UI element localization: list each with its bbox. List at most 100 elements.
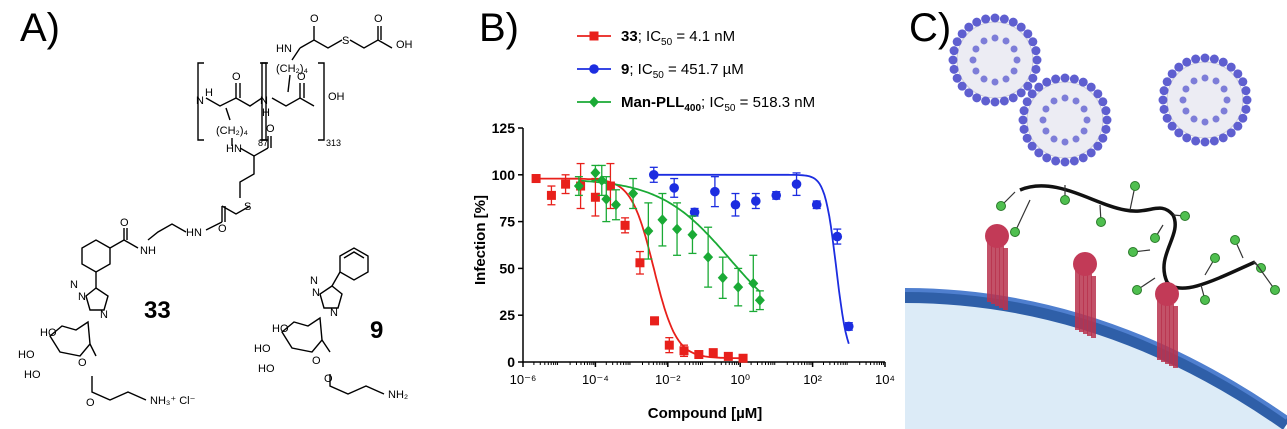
virus-spike <box>957 29 967 39</box>
virus-spike <box>1051 74 1061 84</box>
virus-spike <box>1018 115 1028 125</box>
virus-spike-inner <box>1013 56 1021 64</box>
data-point-33 <box>679 346 689 356</box>
x-tick-label: 10⁻² <box>655 372 681 387</box>
c33-o-amide: O <box>120 217 129 229</box>
virus-spike <box>1200 53 1210 63</box>
virus-body <box>1166 61 1244 139</box>
mannose-ligand <box>1010 227 1020 237</box>
virus-spike <box>1218 57 1228 67</box>
virus-spike <box>1162 113 1172 123</box>
virus-spike-inner <box>1182 85 1190 93</box>
virus-spike <box>1191 136 1201 146</box>
data-point-man-pll <box>628 188 639 200</box>
polymer-h2-label: H <box>262 107 270 119</box>
virus-spike <box>1086 148 1096 158</box>
c9-n3: N <box>330 307 338 319</box>
virus-spike-inner <box>1201 74 1209 82</box>
c33-n1: N <box>78 291 86 303</box>
mannose-ligand <box>1210 253 1220 263</box>
virus-spike-inner <box>980 75 988 83</box>
virus-spike <box>952 73 962 83</box>
mannose-ligand <box>1270 285 1280 295</box>
virus-spike <box>999 14 1009 24</box>
receptor-helix <box>1087 274 1092 336</box>
mannose-ligand <box>996 201 1006 211</box>
mannose-ligand <box>1200 295 1210 305</box>
virus-spike <box>1027 141 1037 151</box>
virus-spike <box>972 17 982 27</box>
c9-o1: O <box>312 355 321 367</box>
panel-a-label: A) <box>20 6 60 50</box>
data-point-man-pll <box>672 223 683 235</box>
virus-spike <box>1209 54 1219 64</box>
mannose-ligands <box>996 181 1280 305</box>
x-tick-label: 10⁻⁶ <box>510 372 537 387</box>
data-point-33 <box>590 192 600 202</box>
polymer-ch2-left: (CH₂)₄ <box>216 125 248 137</box>
legend-label-3: Man-PLL400; IC50 = 518.3 nM <box>621 94 815 114</box>
receptor-helix <box>995 244 1000 306</box>
fit-curve-2 <box>653 173 850 344</box>
linker-o3: O <box>266 123 275 135</box>
virus-spike-inner <box>1080 105 1088 113</box>
ligand-linker <box>1254 261 1276 291</box>
virus-spike <box>1182 57 1192 67</box>
c33-n3: N <box>100 309 108 321</box>
linker-o1: O <box>310 13 319 25</box>
receptor-helix <box>1169 304 1174 366</box>
polymer-chain <box>1019 184 1256 290</box>
virus-spike <box>1031 64 1041 74</box>
virus-spike-inner <box>1190 77 1198 85</box>
virus-spike <box>990 97 1000 107</box>
receptor <box>985 224 1009 310</box>
virus-spike <box>1016 22 1026 32</box>
c9-ho3: HO <box>258 363 275 375</box>
virus-spike-inner <box>1179 96 1187 104</box>
chart-axes: 0 25 50 75 100 125 10⁻⁶ 10⁻⁴ 10⁻² 10⁰ 10² 10⁴ <box>492 120 895 387</box>
c9-ho2: HO <box>254 343 271 355</box>
virus-spike <box>1191 54 1201 64</box>
virus-spike-inner <box>1072 135 1080 143</box>
legend-marker-man-pll <box>589 96 599 108</box>
virus-spike <box>1069 156 1079 166</box>
virus-spike-inner <box>1050 97 1058 105</box>
virus-spike <box>1078 153 1088 163</box>
receptor-helix <box>1075 268 1080 330</box>
data-point-man-pll <box>687 229 698 241</box>
virus-spike <box>1022 97 1032 107</box>
virus-spike <box>1098 133 1108 143</box>
c9-amine: NH₂ <box>388 389 408 401</box>
data-point-man-pll <box>643 225 654 237</box>
fit-curve-1 <box>533 177 744 360</box>
y-tick-label: 75 <box>499 214 515 230</box>
virus-spike <box>1159 104 1169 114</box>
virus-spike <box>964 22 974 32</box>
data-point-33 <box>694 350 704 360</box>
virus-spike <box>1218 133 1228 143</box>
virus-spike <box>1209 136 1219 146</box>
c33-ho1: HO <box>40 327 57 339</box>
linker-o4: O <box>218 223 227 235</box>
virus-spike <box>1182 133 1192 143</box>
x-tick-label: 10⁴ <box>875 372 895 387</box>
c33-nh-lower: NH <box>140 245 156 257</box>
virus-spike <box>1093 89 1103 99</box>
data-point-man-pll <box>703 251 714 263</box>
virus-spike <box>1028 73 1038 83</box>
panel-c-label: C) <box>909 6 952 50</box>
data-point-33 <box>546 190 556 200</box>
virus-spike <box>1158 95 1168 105</box>
virus-spike <box>1016 88 1026 98</box>
mannose-ligand <box>1180 211 1190 221</box>
data-point-man-pll <box>754 294 765 306</box>
virus-binding-illustration <box>905 13 1287 429</box>
receptors <box>985 224 1179 368</box>
data-point-9 <box>751 196 761 206</box>
polymer-sub-87: 87 <box>258 138 268 148</box>
virus-spike-inner <box>1061 94 1069 102</box>
virus-spike <box>949 64 959 74</box>
y-tick-label: 100 <box>492 167 516 183</box>
data-point-man-pll <box>748 277 759 289</box>
compound-9-number: 9 <box>370 317 383 344</box>
